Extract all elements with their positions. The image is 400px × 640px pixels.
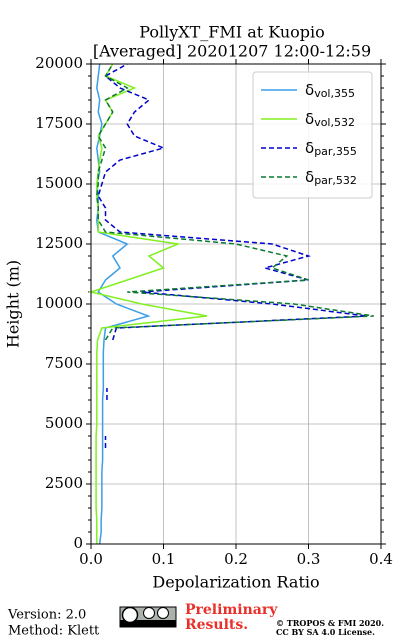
chart-subtitle: [Averaged] 20201207 12:00-12:59: [93, 42, 371, 61]
y-tick-label: 7500: [45, 354, 83, 372]
plot-frame: [90, 63, 382, 545]
x-tick-label: 0.0: [79, 550, 103, 568]
y-tick-label: 17500: [35, 114, 83, 132]
preliminary-notice: Preliminary: [185, 602, 278, 618]
preliminary-notice: Results.: [185, 617, 248, 633]
legend-label: δvol,532: [305, 110, 355, 130]
x-tick-label: 0.3: [297, 550, 321, 568]
data-line: [96, 63, 151, 545]
x-tick-label: 0.1: [152, 550, 176, 568]
data-line: [96, 63, 374, 341]
y-tick-label: 0: [73, 534, 83, 552]
cc-logo: [119, 606, 177, 628]
x-tick-label: 0.4: [369, 550, 393, 568]
x-axis-label: Depolarization Ratio: [152, 573, 319, 592]
legend-label: δvol,355: [305, 81, 355, 101]
y-tick-label: 15000: [35, 174, 83, 192]
legend-label: δpar,532: [305, 168, 357, 188]
copyright: © TROPOS & FMI 2020.: [276, 618, 384, 628]
data-line: [88, 63, 208, 544]
version: Version: 2.0: [7, 608, 86, 623]
method: Method: Klett: [8, 624, 100, 639]
y-tick-label: 12500: [35, 234, 83, 252]
y-tick-label: 5000: [45, 414, 83, 432]
x-tick-label: 0.2: [224, 550, 248, 568]
data-line: [97, 63, 367, 448]
license: CC BY SA 4.0 License.: [276, 627, 375, 637]
legend-box: [252, 71, 373, 199]
y-tick-label: 2500: [45, 474, 83, 492]
y-tick-label: 20000: [35, 54, 83, 72]
y-axis-label: Height (m): [4, 260, 23, 348]
y-tick-label: 10000: [35, 294, 83, 312]
legend-label: δpar,355: [305, 139, 357, 159]
chart-title: PollyXT_FMI at Kuopio: [139, 23, 325, 42]
